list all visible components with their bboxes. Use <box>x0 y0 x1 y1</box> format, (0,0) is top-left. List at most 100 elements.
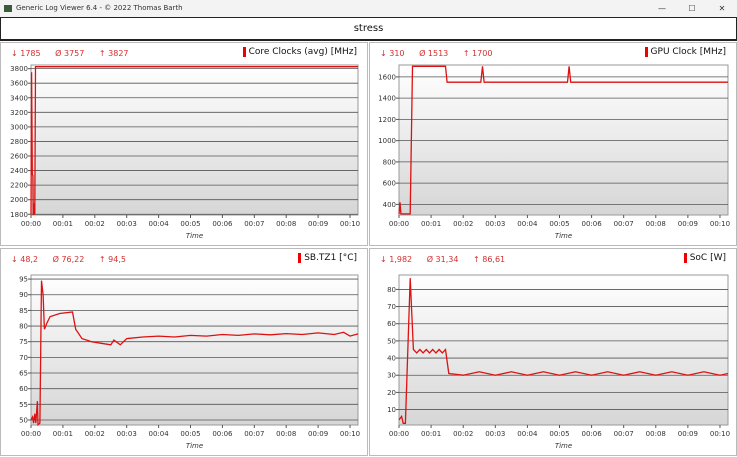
x-axis-label: Time <box>555 442 572 450</box>
x-tick-label: 00:05 <box>549 220 569 228</box>
plot-area <box>30 64 359 216</box>
x-tick-label: 00:01 <box>421 430 441 438</box>
x-tick-label: 00:10 <box>340 430 360 438</box>
line-chart: 50 55 60 65 70 75 80 85 90 95 00:00 00:01 00:02 00:03… <box>19 274 360 450</box>
stat-min: ↓ 1,982 <box>380 255 413 264</box>
x-tick-label: 00:00 <box>21 220 41 228</box>
x-tick-label: 00:03 <box>117 220 137 228</box>
stat-avg: Ø 76,22 <box>52 255 85 264</box>
y-tick-label: 80 <box>19 323 28 331</box>
x-tick-label: 00:06 <box>581 220 602 228</box>
y-tick-label: 70 <box>387 303 396 311</box>
y-tick-label: 50 <box>387 337 396 345</box>
stat-avg: Ø 3757 <box>55 49 85 58</box>
y-tick-label: 2400 <box>10 167 28 175</box>
y-tick-label: 80 <box>387 286 396 294</box>
chart-stats: ↓ 48,2 Ø 76,22 ↑ 94,5 <box>11 255 138 264</box>
log-title: stress <box>0 17 737 41</box>
y-tick-label: 70 <box>19 354 28 362</box>
y-tick-label: 95 <box>19 276 28 284</box>
maximize-button[interactable]: ☐ <box>688 4 696 13</box>
x-tick-label: 00:02 <box>85 220 105 228</box>
close-button[interactable]: ✕ <box>718 4 726 13</box>
chart-panel: ↓ 1,982 Ø 31,34 ↑ 86,61 SoC [W] 10 20 30 40 5… <box>369 248 737 456</box>
x-tick-label: 00:10 <box>340 220 360 228</box>
stat-max: ↑ 1700 <box>462 49 493 58</box>
chart-panel: ↓ 1785 Ø 3757 ↑ 3827 Core Clocks (avg) [… <box>0 42 368 246</box>
x-tick-label: 00:07 <box>614 220 634 228</box>
x-axis-label: Time <box>186 232 203 240</box>
x-tick-label: 00:02 <box>453 430 473 438</box>
y-tick-label: 800 <box>383 158 396 166</box>
plot-area <box>398 64 729 216</box>
x-tick-label: 00:03 <box>485 430 505 438</box>
stat-max: ↑ 94,5 <box>98 255 126 264</box>
series-line <box>30 66 358 215</box>
x-tick-label: 00:10 <box>710 220 730 228</box>
y-tick-label: 3200 <box>10 109 28 117</box>
x-tick-label: 00:04 <box>149 220 170 228</box>
y-tick-label: 30 <box>387 372 396 380</box>
x-tick-label: 00:08 <box>646 220 666 228</box>
title-bar: Generic Log Viewer 6.4 - © 2022 Thomas B… <box>0 0 737 17</box>
x-axis-label: Time <box>555 232 572 240</box>
x-tick-label: 00:01 <box>53 220 73 228</box>
chart-stats: ↓ 1785 Ø 3757 ↑ 3827 <box>11 49 141 58</box>
series-line <box>398 278 729 424</box>
x-tick-label: 00:06 <box>581 430 602 438</box>
x-tick-label: 00:06 <box>212 430 233 438</box>
y-tick-label: 1600 <box>378 73 396 81</box>
series-line <box>30 280 359 427</box>
x-tick-label: 00:04 <box>517 430 538 438</box>
chart-title: GPU Clock [MHz] <box>644 47 726 57</box>
stat-max: ↑ 86,61 <box>473 255 506 264</box>
stat-min: ↓ 1785 <box>11 49 41 58</box>
chart-panel: ↓ 48,2 Ø 76,22 ↑ 94,5 SB.TZ1 [°C] 50 55 60 6… <box>0 248 368 456</box>
x-axis-label: Time <box>186 442 203 450</box>
stat-avg: Ø 31,34 <box>426 255 459 264</box>
y-tick-label: 65 <box>19 370 28 378</box>
x-tick-label: 00:03 <box>485 220 505 228</box>
x-tick-label: 00:05 <box>180 220 200 228</box>
x-tick-label: 00:05 <box>549 430 569 438</box>
y-tick-label: 1200 <box>378 116 396 124</box>
minimize-button[interactable]: — <box>658 4 666 13</box>
y-tick-label: 2200 <box>10 182 28 190</box>
chart-stats: ↓ 1,982 Ø 31,34 ↑ 86,61 <box>380 255 517 264</box>
x-tick-label: 00:09 <box>308 220 328 228</box>
y-tick-label: 55 <box>19 401 28 409</box>
y-tick-label: 3000 <box>10 123 28 131</box>
stat-max: ↑ 3827 <box>98 49 129 58</box>
series-line <box>398 65 728 215</box>
x-tick-label: 00:09 <box>678 220 698 228</box>
x-tick-label: 00:10 <box>710 430 730 438</box>
x-tick-label: 00:08 <box>276 220 296 228</box>
y-tick-label: 2000 <box>10 196 28 204</box>
chart-title: SoC [W] <box>683 253 726 263</box>
y-tick-label: 2600 <box>10 153 28 161</box>
stat-min: ↓ 48,2 <box>11 255 39 264</box>
plot-area <box>30 274 359 426</box>
x-tick-label: 00:08 <box>276 430 296 438</box>
y-tick-label: 60 <box>19 385 28 393</box>
window-title: Generic Log Viewer 6.4 - © 2022 Thomas B… <box>16 4 183 12</box>
x-tick-label: 00:04 <box>517 220 538 228</box>
y-tick-label: 1800 <box>10 211 28 219</box>
x-tick-label: 00:02 <box>85 430 105 438</box>
y-tick-label: 50 <box>19 416 28 424</box>
line-chart: 1800 2000 2200 2400 2600 2800 3000 3200 3400 3600… <box>10 64 360 240</box>
x-tick-label: 00:05 <box>180 430 200 438</box>
y-tick-label: 1400 <box>378 95 396 103</box>
y-tick-label: 75 <box>19 338 28 346</box>
y-tick-label: 90 <box>19 291 28 299</box>
chart-stats: ↓ 310 Ø 1513 ↑ 1700 <box>380 49 504 58</box>
x-tick-label: 00:00 <box>389 220 409 228</box>
stat-avg: Ø 1513 <box>419 49 449 58</box>
y-tick-label: 2800 <box>10 138 28 146</box>
y-tick-label: 400 <box>383 201 396 209</box>
y-tick-label: 60 <box>387 320 396 328</box>
y-tick-label: 40 <box>387 355 396 363</box>
x-tick-label: 00:00 <box>21 430 41 438</box>
x-tick-label: 00:07 <box>244 430 264 438</box>
x-tick-label: 00:03 <box>117 430 137 438</box>
